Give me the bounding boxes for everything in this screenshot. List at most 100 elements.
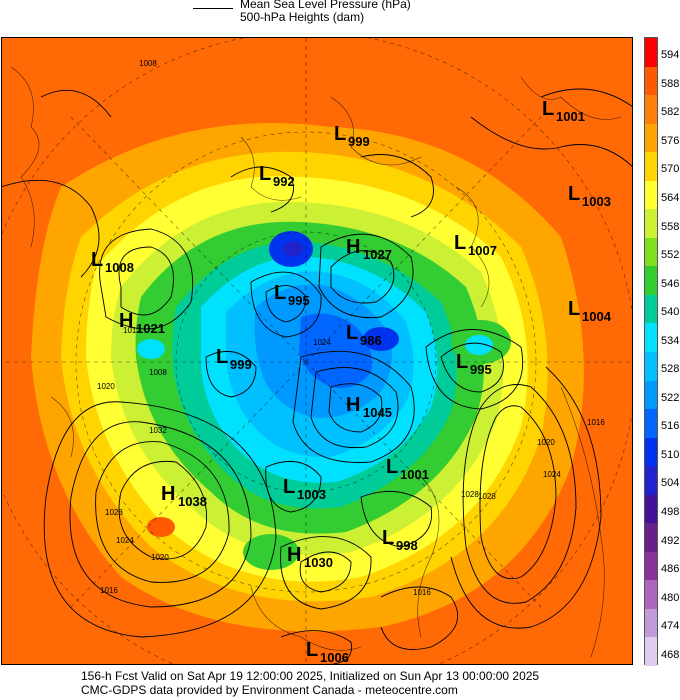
colorbar-level-label: 534	[661, 334, 680, 347]
colorbar-swatch	[645, 409, 657, 439]
forecast-validity-text: 156-h Fcst Valid on Sat Apr 19 12:00:00 …	[81, 669, 540, 683]
colorbar-swatch	[645, 180, 657, 210]
pressure-system-value: 1003	[582, 194, 611, 209]
isobar-value-label: 1016	[413, 588, 431, 597]
colorbar-level-label: 486	[661, 563, 680, 576]
height-546-pocket-south	[243, 534, 299, 570]
mslp-legend-label: Mean Sea Level Pressure (hPa)	[240, 0, 411, 11]
height-510-area	[299, 313, 372, 388]
colorbar-level-label: 588	[661, 77, 680, 90]
pressure-system-letter: L	[568, 298, 580, 320]
pressure-system-low: L 995	[456, 351, 492, 377]
pressure-system-low: L 1007	[454, 232, 497, 258]
meridian-lines	[1, 37, 633, 665]
isobar-value-label: 1024	[543, 470, 561, 479]
colorbar-swatch	[645, 152, 657, 182]
pressure-system-high: H 1030	[287, 544, 333, 570]
colorbar-swatch	[645, 66, 657, 96]
pressure-system-letter: L	[456, 351, 468, 373]
pressure-system-low: L 999	[216, 346, 252, 372]
isobar-lines	[1, 88, 633, 665]
colorbar-level-label: 546	[661, 277, 680, 290]
pressure-system-value: 999	[348, 134, 370, 149]
pressure-system-letter: H	[119, 310, 133, 332]
colorbar-swatch	[645, 551, 657, 581]
colorbar-swatch	[645, 352, 657, 382]
pressure-system-value: 1001	[400, 467, 429, 482]
pressure-system-letter: L	[386, 456, 398, 478]
isobar-value-label: 1028	[478, 492, 496, 501]
colorbar-swatch	[645, 637, 657, 667]
pressure-system-value: 1004	[582, 309, 612, 324]
isobar-value-label: 1020	[97, 382, 115, 391]
pressure-system-value: 986	[360, 333, 382, 348]
pressure-system-value: 1021	[136, 321, 165, 336]
pressure-system-low: L 1001	[542, 98, 585, 124]
isobar-value-label: 1024	[116, 536, 134, 545]
colorbar-swatch	[645, 95, 657, 125]
pressure-system-letter: L	[259, 163, 271, 185]
pressure-system-low: L 998	[382, 527, 418, 553]
isobar-value-label: 1008	[149, 368, 167, 377]
colorbar-swatch	[645, 123, 657, 153]
isobar-value-label: 1016	[587, 418, 605, 427]
pressure-system-letter: L	[382, 527, 394, 549]
pressure-system-letter: H	[161, 483, 175, 505]
isobar-value-label: 1020	[537, 438, 555, 447]
pressure-system-value: 1038	[178, 494, 207, 509]
colorbar-level-label: 504	[661, 477, 680, 490]
height-colorbar	[644, 37, 658, 667]
colorbar-level-label: 498	[661, 506, 680, 518]
pressure-system-value: 1003	[297, 487, 326, 502]
colorbar-level-label: 540	[661, 306, 680, 319]
pressure-system-letter: H	[346, 236, 360, 258]
colorbar-level-label: 570	[661, 163, 680, 176]
colorbar-swatch	[645, 380, 657, 410]
colorbar-level-label: 528	[661, 363, 680, 376]
colorbar-swatch	[645, 466, 657, 496]
pressure-system-high: H 1021	[119, 310, 165, 336]
pressure-system-high: H 1045	[346, 394, 392, 420]
isobar-value-label: 1008	[139, 59, 157, 68]
height-498-core-east	[363, 327, 399, 351]
pressure-system-value: 1027	[363, 247, 392, 262]
isobar-value-label: 1032	[149, 426, 167, 435]
colorbar-level-label: 516	[661, 420, 680, 433]
isobar-value-label: 1028	[105, 508, 123, 517]
pressure-system-value: 1006	[320, 650, 349, 665]
height-498-core-west	[137, 339, 165, 359]
colorbar-swatch	[645, 266, 657, 296]
colorbar-swatch	[645, 580, 657, 610]
colorbar-level-label: 564	[661, 192, 680, 204]
pressure-system-low: L 986	[346, 322, 382, 348]
colorbar-level-label: 474	[661, 620, 680, 633]
isobar-value-label: 1028	[461, 490, 479, 499]
pressure-system-letter: L	[568, 183, 580, 205]
colorbar-level-label: 510	[661, 448, 680, 461]
pressure-system-letter: L	[454, 232, 466, 254]
colorbar-swatch	[645, 437, 657, 467]
pressure-system-letter: H	[346, 394, 360, 416]
pressure-system-value: 998	[396, 538, 418, 553]
pressure-system-letter: L	[306, 639, 318, 661]
pressure-system-value: 1007	[468, 243, 497, 258]
pressure-system-letter: H	[287, 544, 301, 566]
heights-legend-label: 500-hPa Heights (dam)	[240, 10, 365, 24]
pressure-system-high: H 1027	[346, 236, 392, 262]
pressure-system-value: 995	[288, 293, 310, 308]
pressure-system-high: H 1038	[161, 483, 207, 509]
map-header: Mean Sea Level Pressure (hPa) 500-hPa He…	[0, 0, 680, 34]
colorbar-level-label: 552	[661, 249, 680, 262]
pressure-system-letter: L	[283, 476, 295, 498]
pressure-system-low: L 1003	[283, 476, 326, 502]
colorbar-level-label: 582	[661, 106, 680, 119]
pressure-system-letter: L	[91, 249, 103, 271]
pressure-system-letter: L	[216, 346, 228, 368]
pressure-system-letter: L	[274, 282, 286, 304]
isobar-value-label: 1020	[151, 553, 169, 562]
isobar-value-label: 1016	[100, 586, 118, 595]
colorbar-level-label: 468	[661, 648, 680, 661]
colorbar-swatch	[645, 608, 657, 638]
pressure-system-low: L 1004	[568, 298, 612, 324]
